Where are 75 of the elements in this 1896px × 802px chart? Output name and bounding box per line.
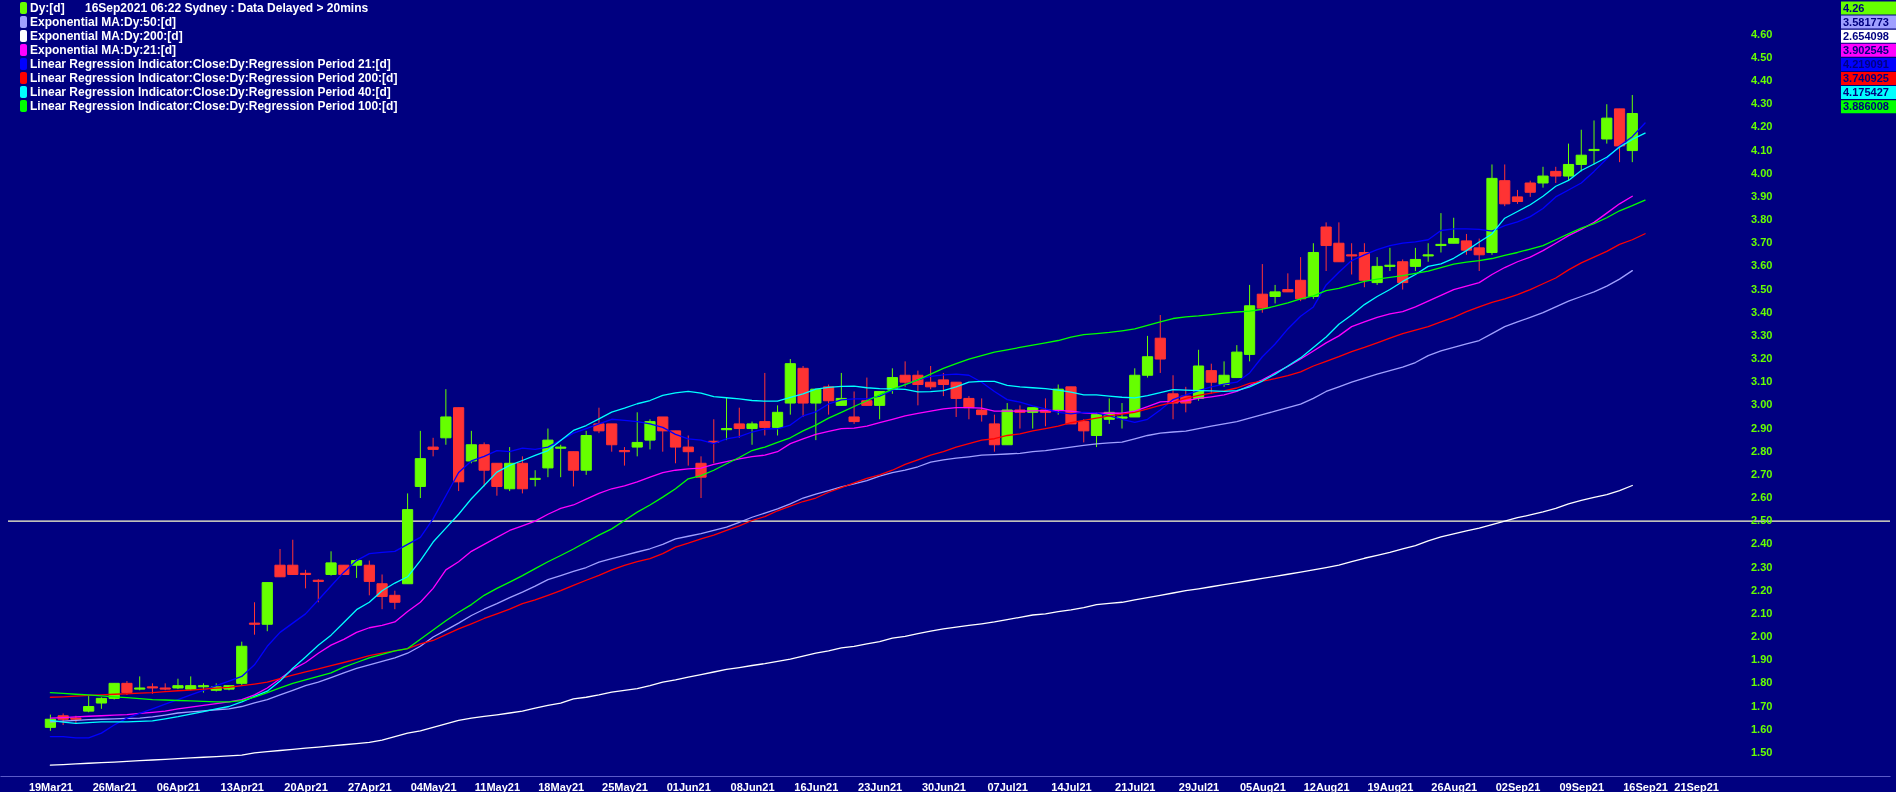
y-tick-label: 4.40 <box>1751 74 1773 87</box>
y-tick-label: 3.40 <box>1751 305 1773 318</box>
legend-label: Linear Regression Indicator:Close:Dy:Regression Period 40:[d] <box>30 85 391 99</box>
annotation: 3.581773 <box>1843 15 1889 28</box>
y-tick-label: 2.70 <box>1751 467 1773 480</box>
y-tick-label: 2.30 <box>1751 560 1773 573</box>
x-tick-label: 23Jun21 <box>858 780 903 793</box>
x-tick-label: 16Sep21 <box>1623 780 1668 793</box>
y-tick-label: 1.80 <box>1751 676 1773 689</box>
x-tick-label: 26Aug21 <box>1431 780 1478 793</box>
y-tick-label: 3.00 <box>1751 398 1773 411</box>
y-tick-label: 4.30 <box>1751 97 1773 110</box>
x-tick-label: 06Apr21 <box>156 780 201 793</box>
annotation: 3.902545 <box>1843 43 1889 56</box>
y-tick-label: 2.90 <box>1751 421 1773 434</box>
chart-title: 16Sep2021 06:22 Sydney : Data Delayed > 20mins <box>85 1 369 15</box>
x-tick-label: 13Apr21 <box>220 780 264 793</box>
annotation: 4.175427 <box>1843 86 1889 99</box>
legend-label: Dy:[d] <box>30 1 65 15</box>
legend-label: Exponential MA:Dy:200:[d] <box>30 29 183 43</box>
y-tick-label: 4.50 <box>1751 50 1773 63</box>
x-tick-label: 07Jul21 <box>987 780 1028 793</box>
x-tick-label: 16Jun21 <box>794 780 839 793</box>
annotation: 4.219091 <box>1843 57 1889 70</box>
x-tick-label: 25May21 <box>602 780 648 793</box>
y-tick-label: 3.80 <box>1751 213 1773 226</box>
x-tick-label: 01Jun21 <box>666 780 711 793</box>
y-tick-label: 3.60 <box>1751 259 1773 272</box>
y-tick-label: 4.00 <box>1751 166 1773 179</box>
x-tick-label: 14Jul21 <box>1051 780 1092 793</box>
legend-label: Linear Regression Indicator:Close:Dy:Regression Period 200:[d] <box>30 71 398 85</box>
y-tick-label: 4.10 <box>1751 143 1773 156</box>
y-tick-label: 1.50 <box>1751 745 1773 758</box>
x-tick-label: 02Sep21 <box>1495 780 1541 793</box>
annotation: 4.26 <box>1843 1 1865 14</box>
annotation: 2.654098 <box>1843 29 1889 42</box>
x-tick-label: 12Aug21 <box>1303 780 1350 793</box>
y-tick-label: 4.60 <box>1751 27 1773 40</box>
x-tick-label: 04May21 <box>410 780 457 793</box>
y-tick-label: 3.50 <box>1751 282 1773 295</box>
annotation: 3.740925 <box>1843 72 1889 84</box>
x-tick-label: 19Aug21 <box>1367 780 1414 793</box>
legend-label: Exponential MA:Dy:21:[d] <box>30 43 177 57</box>
y-tick-label: 1.70 <box>1751 699 1773 712</box>
x-tick-label: 27Apr21 <box>348 780 392 793</box>
y-tick-label: 2.80 <box>1751 444 1773 457</box>
y-tick-label: 2.60 <box>1751 491 1773 504</box>
x-tick-label: 20Apr21 <box>284 780 328 793</box>
x-tick-label: 30Jun21 <box>921 780 966 793</box>
y-tick-label: 3.10 <box>1751 375 1773 388</box>
y-tick-label: 2.40 <box>1751 537 1773 550</box>
y-tick-label: 1.90 <box>1751 653 1773 666</box>
y-tick-label: 3.70 <box>1751 236 1773 249</box>
legend-label: Linear Regression Indicator:Close:Dy:Regression Period 100:[d] <box>30 99 398 113</box>
x-tick-label: 11May21 <box>474 780 521 793</box>
legend-label: Linear Regression Indicator:Close:Dy:Regression Period 21:[d] <box>30 57 391 71</box>
y-tick-label: 3.90 <box>1751 189 1773 202</box>
x-tick-label: 09Sep21 <box>1559 780 1605 793</box>
y-tick-label: 3.30 <box>1751 328 1773 341</box>
y-tick-label: 2.20 <box>1751 583 1773 596</box>
x-tick-label: 21Jul21 <box>1115 780 1156 793</box>
y-tick-label: 1.60 <box>1751 722 1773 735</box>
x-tick-label: 29Jul21 <box>1178 780 1220 793</box>
y-tick-label: 3.20 <box>1751 352 1773 365</box>
x-tick-label: 19Mar21 <box>28 780 73 793</box>
y-tick-label: 2.10 <box>1751 606 1773 619</box>
x-tick-label: 21Sep21 <box>1674 780 1719 793</box>
legend-label: Exponential MA:Dy:50:[d] <box>30 15 177 29</box>
y-tick-label: 2.00 <box>1751 630 1773 643</box>
x-tick-label: 18May21 <box>538 780 585 793</box>
y-tick-label: 4.20 <box>1751 120 1773 133</box>
x-tick-label: 08Jun21 <box>730 780 775 793</box>
annotation: 3.886008 <box>1843 100 1889 113</box>
x-tick-label: 26Mar21 <box>92 780 137 793</box>
x-tick-label: 05Aug21 <box>1239 780 1286 793</box>
